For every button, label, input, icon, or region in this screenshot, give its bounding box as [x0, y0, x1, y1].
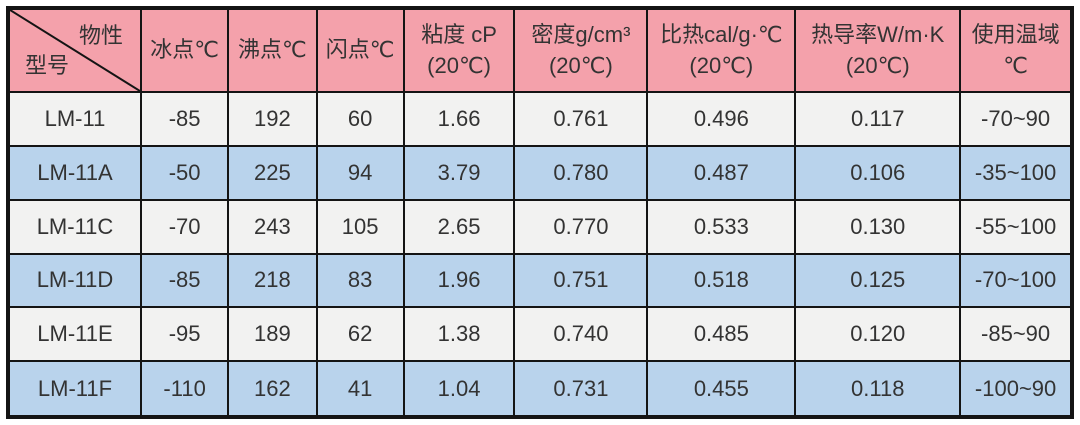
- table-row: LM-11 -85 192 60 1.66 0.761 0.496 0.117 -70~90: [7, 91, 1073, 147]
- value-cell: 162: [227, 360, 318, 418]
- value-cell: 62: [315, 306, 405, 363]
- corner-label-model: 型号: [25, 53, 70, 79]
- value-cell: -85~90: [959, 306, 1073, 363]
- value-cell: 0.780: [513, 144, 649, 201]
- value-cell: -35~100: [959, 144, 1073, 201]
- value-cell: 0.485: [646, 306, 797, 363]
- value-cell: -100~90: [959, 360, 1073, 418]
- value-cell: 243: [227, 198, 318, 255]
- value-cell: 0.118: [794, 360, 962, 418]
- value-cell: 0.117: [794, 91, 962, 147]
- value-cell: 60: [315, 91, 405, 147]
- model-cell: LM-11F: [7, 360, 142, 418]
- header-sublabel: ℃: [1003, 52, 1028, 78]
- value-cell: 0.518: [646, 252, 797, 309]
- header-label: 冰点℃: [150, 37, 219, 63]
- value-cell: 189: [227, 306, 318, 363]
- header-label: 粘度 cP: [421, 21, 497, 47]
- value-cell: -70~90: [959, 91, 1073, 147]
- value-cell: 1.96: [402, 252, 516, 309]
- properties-table: 物性 型号 冰点℃ 沸点℃ 闪点℃ 粘度 cP (20℃) 密度g/cm³: [6, 6, 1074, 419]
- value-cell: 0.751: [513, 252, 649, 309]
- header-label: 密度g/cm³: [531, 21, 631, 47]
- value-cell: 1.04: [402, 360, 516, 418]
- model-cell: LM-11D: [7, 252, 142, 309]
- corner-label-property: 物性: [78, 23, 123, 48]
- value-cell: 0.487: [646, 144, 797, 201]
- value-cell: 192: [227, 91, 318, 147]
- value-cell: 0.731: [513, 360, 649, 418]
- value-cell: 1.66: [402, 91, 516, 147]
- value-cell: 0.761: [513, 91, 649, 147]
- header-density: 密度g/cm³ (20℃): [513, 7, 649, 93]
- table-row: LM-11D -85 218 83 1.96 0.751 0.518 0.125 -70~100: [7, 252, 1073, 309]
- value-cell: 0.125: [794, 252, 962, 309]
- header-row: 物性 型号 冰点℃ 沸点℃ 闪点℃ 粘度 cP (20℃) 密度g/cm³: [7, 7, 1073, 93]
- table-row: LM-11C -70 243 105 2.65 0.770 0.533 0.130 -55~10…: [7, 198, 1073, 255]
- header-label: 闪点℃: [325, 37, 395, 63]
- header-label: 热导率W/m·K: [811, 21, 945, 47]
- value-cell: 0.740: [513, 306, 649, 363]
- model-cell: LM-11: [7, 91, 142, 147]
- corner-header-cell: 物性 型号: [7, 7, 142, 93]
- value-cell: 0.130: [794, 198, 962, 255]
- value-cell: -55~100: [959, 198, 1073, 255]
- header-label: 使用温域: [971, 21, 1060, 47]
- header-label: 沸点℃: [238, 37, 307, 63]
- value-cell: -50: [139, 144, 230, 201]
- model-cell: LM-11C: [7, 198, 142, 255]
- value-cell: 105: [315, 198, 405, 255]
- header-thermal-conductivity: 热导率W/m·K (20℃): [794, 7, 962, 93]
- header-sublabel: (20℃): [427, 52, 491, 78]
- value-cell: 0.106: [794, 144, 962, 201]
- model-cell: LM-11A: [7, 144, 142, 201]
- header-freezing-point: 冰点℃: [139, 7, 230, 93]
- value-cell: 218: [227, 252, 318, 309]
- header-sublabel: (20℃): [689, 52, 754, 78]
- diagonal-divider-line: [10, 10, 140, 91]
- value-cell: 2.65: [402, 198, 516, 255]
- value-cell: 0.770: [513, 198, 649, 255]
- header-sublabel: (20℃): [845, 52, 910, 78]
- header-flash-point: 闪点℃: [315, 7, 405, 93]
- value-cell: -85: [139, 91, 230, 147]
- value-cell: -110: [139, 360, 230, 418]
- header-operating-temp-range: 使用温域 ℃: [959, 7, 1073, 93]
- table-row: LM-11A -50 225 94 3.79 0.780 0.487 0.106 -35~100: [7, 144, 1073, 201]
- value-cell: 0.120: [794, 306, 962, 363]
- model-cell: LM-11E: [7, 306, 142, 363]
- value-cell: 0.455: [646, 360, 797, 418]
- header-viscosity: 粘度 cP (20℃): [402, 7, 516, 93]
- value-cell: 0.533: [646, 198, 797, 255]
- table-body: LM-11 -85 192 60 1.66 0.761 0.496 0.117 -70~90 LM…: [7, 91, 1073, 418]
- value-cell: 3.79: [402, 144, 516, 201]
- value-cell: -85: [139, 252, 230, 309]
- value-cell: -95: [139, 306, 230, 363]
- header-boiling-point: 沸点℃: [227, 7, 318, 93]
- value-cell: 83: [315, 252, 405, 309]
- header-sublabel: (20℃): [548, 52, 613, 78]
- table-row: LM-11F -110 162 41 1.04 0.731 0.455 0.118 -100~9…: [7, 360, 1073, 418]
- header-specific-heat: 比热cal/g·℃ (20℃): [646, 7, 797, 93]
- value-cell: 41: [315, 360, 405, 418]
- value-cell: 0.496: [646, 91, 797, 147]
- header-label: 比热cal/g·℃: [660, 21, 783, 47]
- value-cell: -70~100: [959, 252, 1073, 309]
- table-row: LM-11E -95 189 62 1.38 0.740 0.485 0.120 -85~90: [7, 306, 1073, 363]
- value-cell: -70: [139, 198, 230, 255]
- value-cell: 1.38: [402, 306, 516, 363]
- value-cell: 94: [315, 144, 405, 201]
- value-cell: 225: [227, 144, 318, 201]
